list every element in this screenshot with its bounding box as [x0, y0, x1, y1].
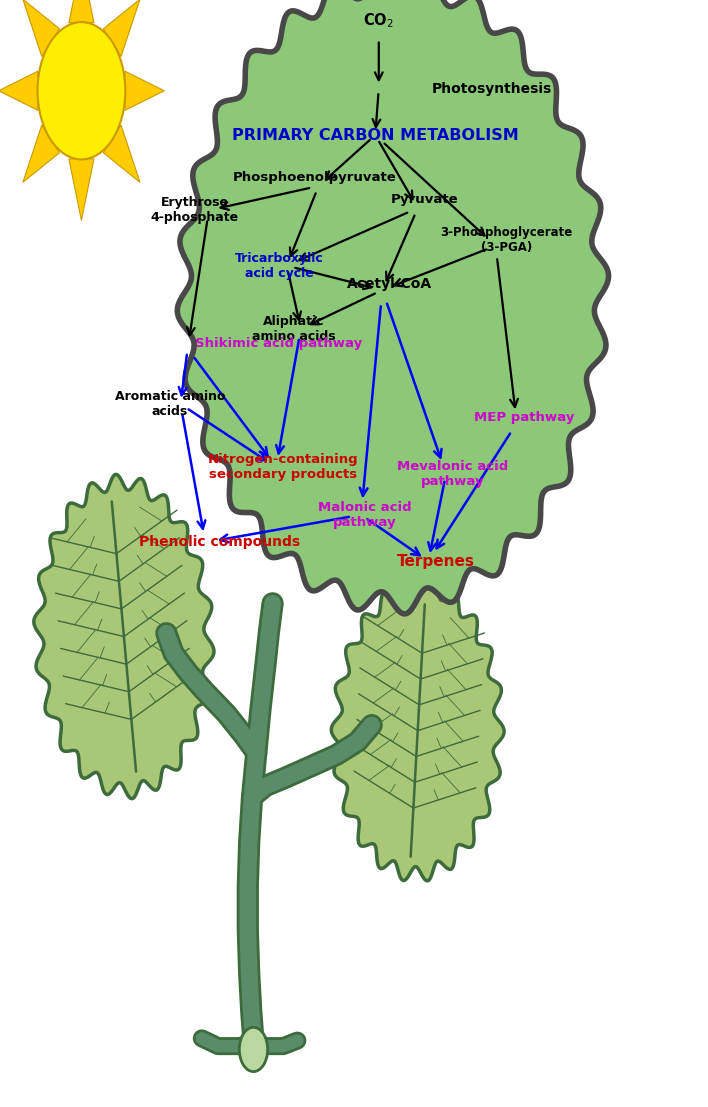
Text: Tricarboxylic
acid cycle: Tricarboxylic acid cycle	[235, 251, 324, 280]
Polygon shape	[331, 580, 504, 881]
Text: CO$_2$: CO$_2$	[363, 11, 394, 30]
Text: PRIMARY CARBON METABOLISM: PRIMARY CARBON METABOLISM	[232, 127, 519, 143]
Text: Aromatic amino
acids: Aromatic amino acids	[115, 390, 225, 418]
Text: Phenolic compounds: Phenolic compounds	[139, 536, 300, 549]
Text: Pyruvate: Pyruvate	[391, 193, 459, 206]
Text: Malonic acid
pathway: Malonic acid pathway	[318, 500, 411, 529]
Circle shape	[239, 1027, 268, 1072]
Polygon shape	[0, 71, 38, 111]
Text: 3-Phosphoglycerate
(3-PGA): 3-Phosphoglycerate (3-PGA)	[440, 226, 572, 255]
Text: Phosphoenolpyruvate: Phosphoenolpyruvate	[233, 170, 397, 184]
Polygon shape	[103, 0, 140, 56]
Text: Shikimic acid pathway: Shikimic acid pathway	[195, 337, 362, 350]
Polygon shape	[69, 159, 94, 220]
Polygon shape	[69, 0, 94, 22]
Polygon shape	[125, 71, 164, 111]
Polygon shape	[23, 125, 59, 183]
Text: Nitrogen-containing
secondary products: Nitrogen-containing secondary products	[208, 453, 358, 482]
Polygon shape	[23, 0, 59, 56]
Text: Photosynthesis: Photosynthesis	[432, 82, 552, 95]
Text: Erythrose
4-phosphate: Erythrose 4-phosphate	[151, 196, 239, 225]
Polygon shape	[34, 475, 214, 798]
Text: MEP pathway: MEP pathway	[474, 411, 574, 424]
Text: Terpenes: Terpenes	[396, 554, 474, 569]
Polygon shape	[103, 125, 140, 183]
Text: Aliphatic
amino acids: Aliphatic amino acids	[252, 314, 336, 343]
Circle shape	[38, 22, 125, 159]
Polygon shape	[177, 0, 609, 614]
Text: Acetyl-CoA: Acetyl-CoA	[347, 278, 432, 291]
Text: Mevalonic acid
pathway: Mevalonic acid pathway	[397, 459, 509, 488]
